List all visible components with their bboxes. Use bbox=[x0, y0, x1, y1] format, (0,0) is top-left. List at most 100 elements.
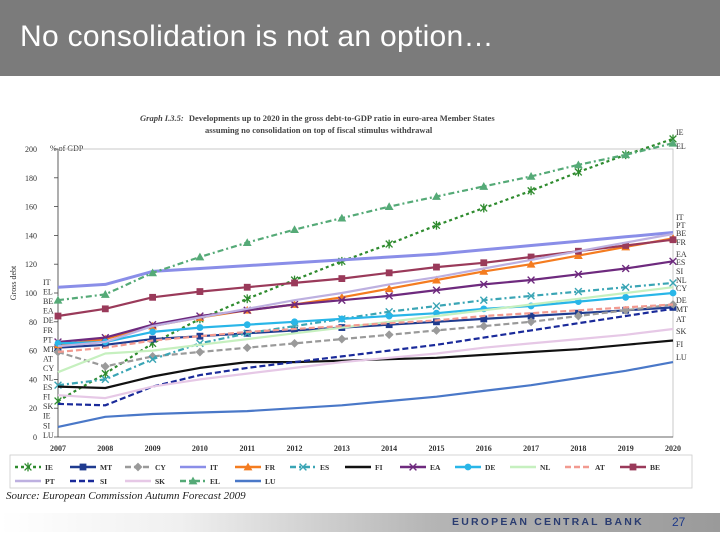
series-marker bbox=[621, 264, 630, 273]
series-line-es bbox=[57, 281, 674, 387]
x-tick-label: 2012 bbox=[287, 444, 303, 453]
series-line-de bbox=[57, 291, 674, 345]
series-marker bbox=[409, 463, 417, 471]
legend-item-cy: CY bbox=[125, 462, 166, 472]
series-marker bbox=[669, 289, 677, 297]
series-marker bbox=[432, 302, 441, 310]
series-line-mt bbox=[57, 306, 674, 349]
legend-item-at: AT bbox=[565, 463, 605, 472]
series-at bbox=[57, 303, 674, 354]
series-marker bbox=[290, 339, 299, 348]
series-marker bbox=[100, 290, 110, 298]
legend-label: DE bbox=[485, 463, 495, 472]
series-marker bbox=[479, 280, 488, 289]
marker-stroke bbox=[621, 264, 630, 273]
series-marker bbox=[196, 288, 204, 295]
marker-stroke bbox=[54, 381, 62, 390]
x-tick-label: 2014 bbox=[381, 444, 397, 453]
right-label-it: IT bbox=[676, 213, 684, 222]
right-label-at: AT bbox=[676, 315, 686, 324]
legend-item-mt: MT bbox=[70, 463, 112, 472]
series-marker bbox=[669, 257, 677, 266]
series-marker bbox=[384, 202, 394, 210]
series-marker bbox=[195, 347, 205, 357]
country-labels: ITELBEEADEFRPTMTATCYNLESFISKIESILUIEELIT… bbox=[43, 128, 688, 440]
series-marker bbox=[622, 242, 630, 249]
legend-label: PT bbox=[45, 477, 55, 486]
series-marker bbox=[479, 203, 488, 213]
left-label-de: DE bbox=[43, 316, 54, 325]
x-tick-label: 2016 bbox=[476, 444, 492, 453]
y-tick-label: 160 bbox=[25, 203, 37, 212]
series-es bbox=[54, 279, 677, 390]
series-marker bbox=[432, 275, 441, 284]
series-lu bbox=[57, 361, 674, 428]
y-tick-label: 20 bbox=[29, 404, 37, 413]
series-marker bbox=[574, 167, 583, 177]
series-marker bbox=[432, 192, 441, 200]
marker-stroke bbox=[479, 296, 488, 305]
right-label-ie: IE bbox=[676, 128, 684, 137]
series-marker bbox=[242, 343, 252, 353]
series-marker bbox=[433, 318, 440, 326]
legend-label: MT bbox=[100, 463, 112, 472]
series-marker bbox=[527, 291, 535, 300]
slide-title: No consolidation is not an option… bbox=[20, 20, 494, 53]
series-line-fi bbox=[57, 339, 674, 390]
marker-stroke bbox=[527, 276, 535, 284]
right-label-ea: EA bbox=[676, 250, 687, 259]
marker-stroke bbox=[385, 291, 394, 300]
x-tick-label: 2013 bbox=[334, 444, 350, 453]
series-marker bbox=[243, 294, 252, 304]
left-label-ie: IE bbox=[43, 412, 51, 421]
page-number: 27 bbox=[672, 515, 686, 529]
x-tick-label: 2017 bbox=[523, 444, 539, 453]
left-label-cy: CY bbox=[43, 364, 54, 373]
left-label-at: AT bbox=[43, 354, 53, 363]
legend-item-ie: IE bbox=[15, 462, 53, 472]
series-marker bbox=[527, 253, 535, 261]
y-tick-label: 120 bbox=[25, 260, 37, 269]
x-tick-label: 2015 bbox=[428, 444, 444, 453]
legend-label: IT bbox=[210, 463, 218, 472]
series-lines bbox=[53, 134, 678, 428]
series-marker bbox=[526, 317, 536, 327]
series-marker bbox=[338, 275, 346, 282]
series-marker bbox=[573, 311, 583, 321]
right-label-el: EL bbox=[676, 142, 686, 151]
right-label-cy: CY bbox=[676, 284, 687, 293]
series-line-sk bbox=[57, 327, 674, 400]
legend-item-de: DE bbox=[455, 463, 495, 472]
left-label-nl: NL bbox=[43, 374, 54, 383]
x-tick-label: 2018 bbox=[570, 444, 586, 453]
chart-subtitle: assuming no consolidation on top of fisc… bbox=[205, 125, 433, 135]
chart-title: Graph I.3.5: Developments up to 2020 in … bbox=[140, 113, 495, 123]
series-marker bbox=[101, 375, 110, 384]
series-fi bbox=[57, 339, 674, 390]
chart-figure: Graph I.3.5: Developments up to 2020 in … bbox=[0, 100, 720, 490]
left-label-it: IT bbox=[43, 278, 51, 287]
legend-item-el: EL bbox=[180, 476, 220, 486]
legend-label: LU bbox=[265, 477, 276, 486]
y-tick-label: 180 bbox=[25, 174, 37, 183]
series-line-lu bbox=[57, 361, 674, 428]
legend-label: BE bbox=[650, 463, 660, 472]
series-marker bbox=[196, 324, 204, 331]
series-marker bbox=[338, 315, 346, 323]
legend-item-ea: EA bbox=[400, 463, 441, 472]
series-marker bbox=[53, 295, 63, 304]
right-label-de: DE bbox=[676, 296, 687, 305]
x-tick-label: 2008 bbox=[97, 444, 113, 453]
marker-stroke bbox=[621, 283, 630, 292]
series-marker bbox=[243, 321, 251, 329]
series-marker bbox=[291, 327, 298, 334]
marker-stroke bbox=[479, 280, 488, 289]
series-marker bbox=[242, 238, 252, 246]
source-note: Source: European Commission Autumn Forec… bbox=[6, 490, 246, 502]
series-marker bbox=[668, 138, 678, 147]
legend-item-fr: FR bbox=[235, 462, 276, 472]
left-label-fr: FR bbox=[43, 326, 53, 335]
series-marker bbox=[574, 270, 583, 279]
right-label-si: SI bbox=[676, 267, 683, 276]
marker-stroke bbox=[669, 257, 677, 266]
